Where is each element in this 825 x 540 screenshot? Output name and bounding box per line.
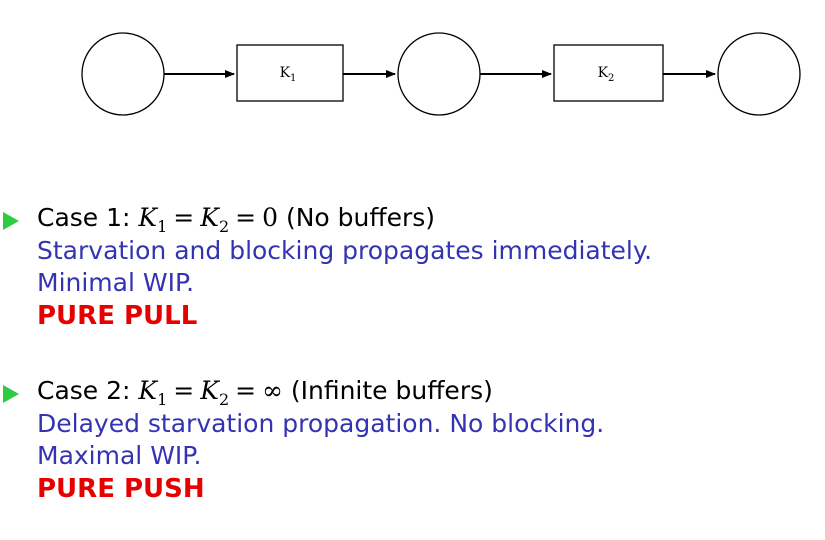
case-2-formula: K1 = K2 = ∞ — [138, 376, 283, 409]
machine-3-circle — [717, 32, 801, 116]
case-1-note: (No buffers) — [285, 203, 436, 232]
case-1-description-line-1: Starvation and blocking propagates immed… — [37, 236, 653, 265]
case-2-heading: Case 2: K1 = K2 = ∞ (Infinite buffers) — [37, 376, 493, 409]
case-1-formula: K1 = K2 = 0 — [138, 203, 278, 236]
case-1-heading: Case 1: K1 = K2 = 0 (No buffers) — [37, 203, 436, 236]
case-2-description-line-2: Maximal WIP. — [37, 441, 202, 470]
buffer-k2-label: K — [598, 65, 609, 81]
buffer-k1-label: K — [280, 65, 291, 81]
svg-text:K1: K1 — [280, 65, 297, 84]
case-2-prefix: Case 2: — [37, 376, 131, 405]
svg-text:K2: K2 — [598, 65, 615, 84]
case-2-verdict: PURE PUSH — [37, 474, 205, 504]
case-1-description-line-2: Minimal WIP. — [37, 268, 195, 297]
bullet-triangle-icon — [3, 212, 19, 230]
case-2-note: (Infinite buffers) — [290, 376, 493, 405]
case-1-prefix: Case 1: — [37, 203, 131, 232]
case-2-description-line-1: Delayed starvation propagation. No block… — [37, 409, 605, 438]
production-line-diagram: K1 K2 — [81, 32, 801, 116]
case-1-verdict: PURE PULL — [37, 301, 198, 331]
buffer-k1-sub: 1 — [290, 73, 296, 84]
bullet-triangle-icon — [3, 385, 19, 403]
buffer-k2-sub: 2 — [608, 73, 614, 84]
